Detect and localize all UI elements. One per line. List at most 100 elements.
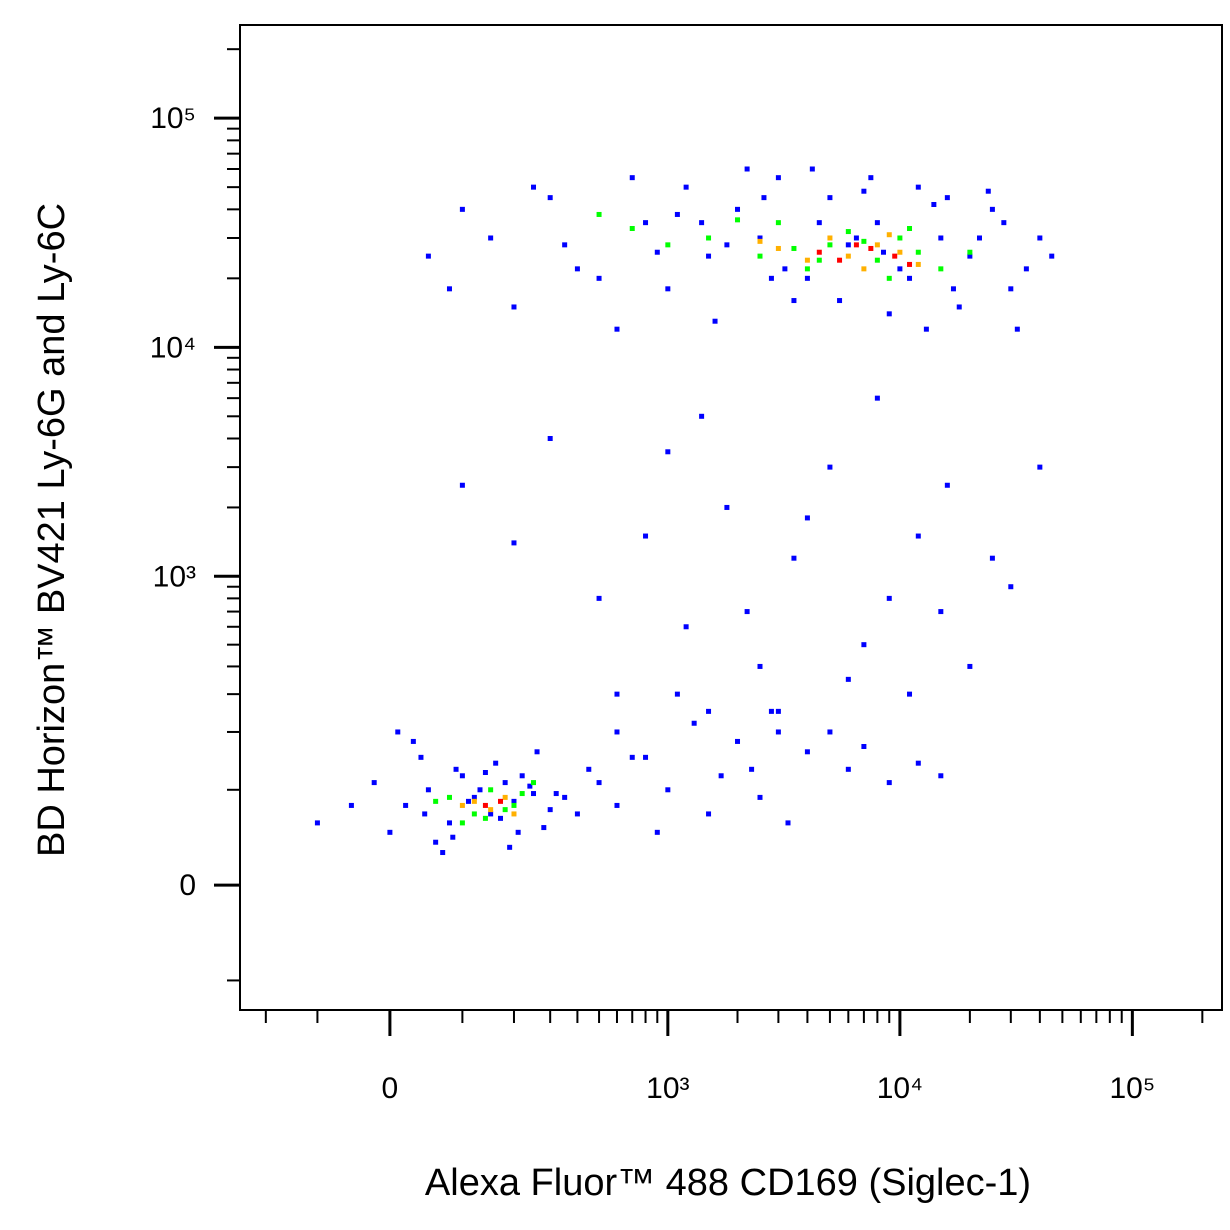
data-point xyxy=(488,787,494,793)
data-point xyxy=(853,242,859,248)
data-point xyxy=(757,663,763,669)
data-point xyxy=(440,850,446,856)
data-point xyxy=(586,766,592,772)
data-point xyxy=(845,253,851,259)
data-point xyxy=(706,253,712,259)
data-point xyxy=(699,220,705,226)
data-point xyxy=(547,195,553,201)
data-point xyxy=(488,235,494,241)
data-point xyxy=(614,729,620,735)
data-point xyxy=(519,773,525,779)
data-point xyxy=(502,794,508,800)
data-point xyxy=(596,275,602,281)
y-tick-label: 10³ xyxy=(153,560,196,593)
data-point xyxy=(596,780,602,786)
data-point xyxy=(614,326,620,332)
data-point xyxy=(915,533,921,539)
data-point xyxy=(886,595,892,601)
data-point xyxy=(775,708,781,714)
data-point xyxy=(502,780,508,786)
data-point xyxy=(422,811,428,817)
data-point xyxy=(477,787,483,793)
data-point xyxy=(1049,253,1055,259)
data-point xyxy=(665,242,671,248)
data-point xyxy=(629,225,635,231)
data-point xyxy=(768,708,774,714)
data-point xyxy=(938,266,944,272)
data-point xyxy=(757,253,763,259)
data-point xyxy=(547,807,553,813)
data-point xyxy=(498,798,504,804)
data-point xyxy=(931,201,937,207)
data-point xyxy=(897,249,903,255)
data-point xyxy=(827,242,833,248)
data-point xyxy=(845,676,851,682)
data-point xyxy=(511,798,517,804)
data-point xyxy=(874,257,880,263)
data-point xyxy=(938,773,944,779)
data-point xyxy=(459,482,465,488)
data-point xyxy=(744,609,750,615)
data-point xyxy=(886,232,892,238)
data-point xyxy=(1008,584,1014,590)
data-point xyxy=(1001,220,1007,226)
data-point xyxy=(706,708,712,714)
data-point xyxy=(1014,326,1020,332)
data-point xyxy=(446,794,452,800)
data-point xyxy=(511,304,517,310)
data-point xyxy=(531,780,537,786)
data-point xyxy=(989,555,995,561)
data-point xyxy=(775,245,781,251)
data-point xyxy=(574,266,580,272)
data-point xyxy=(562,794,568,800)
data-point xyxy=(706,811,712,817)
data-point xyxy=(706,235,712,241)
data-point xyxy=(880,249,886,255)
data-point xyxy=(804,515,810,521)
data-point xyxy=(923,326,929,332)
data-point xyxy=(967,663,973,669)
data-point xyxy=(453,766,459,772)
data-point xyxy=(683,184,689,190)
data-point xyxy=(387,829,393,835)
data-point xyxy=(493,760,499,766)
data-point xyxy=(874,220,880,226)
data-point xyxy=(418,754,424,760)
data-point xyxy=(791,555,797,561)
data-point xyxy=(683,624,689,630)
data-point xyxy=(944,482,950,488)
data-point xyxy=(488,811,494,817)
data-point xyxy=(950,286,956,292)
data-point xyxy=(395,729,401,735)
data-point xyxy=(907,225,913,231)
data-point xyxy=(643,754,649,760)
data-point xyxy=(816,249,822,255)
data-point xyxy=(674,691,680,697)
data-point xyxy=(775,220,781,226)
data-point xyxy=(531,184,537,190)
data-point xyxy=(861,188,867,194)
data-point xyxy=(938,609,944,615)
data-point xyxy=(433,798,439,804)
data-point xyxy=(791,298,797,304)
data-point xyxy=(465,798,471,804)
data-point xyxy=(712,318,718,324)
data-point xyxy=(665,787,671,793)
data-point xyxy=(691,720,697,726)
data-point xyxy=(744,166,750,172)
data-point xyxy=(886,311,892,317)
y-tick-label: 0 xyxy=(179,869,196,902)
data-point xyxy=(482,802,488,808)
data-point xyxy=(874,242,880,248)
data-point xyxy=(861,266,867,272)
data-point xyxy=(735,738,741,744)
data-point xyxy=(861,238,867,244)
data-point xyxy=(498,815,504,821)
data-point xyxy=(1008,286,1014,292)
data-point xyxy=(804,275,810,281)
data-point xyxy=(654,249,660,255)
data-point xyxy=(562,242,568,248)
data-point xyxy=(976,235,982,241)
plot-frame xyxy=(239,24,1223,1011)
